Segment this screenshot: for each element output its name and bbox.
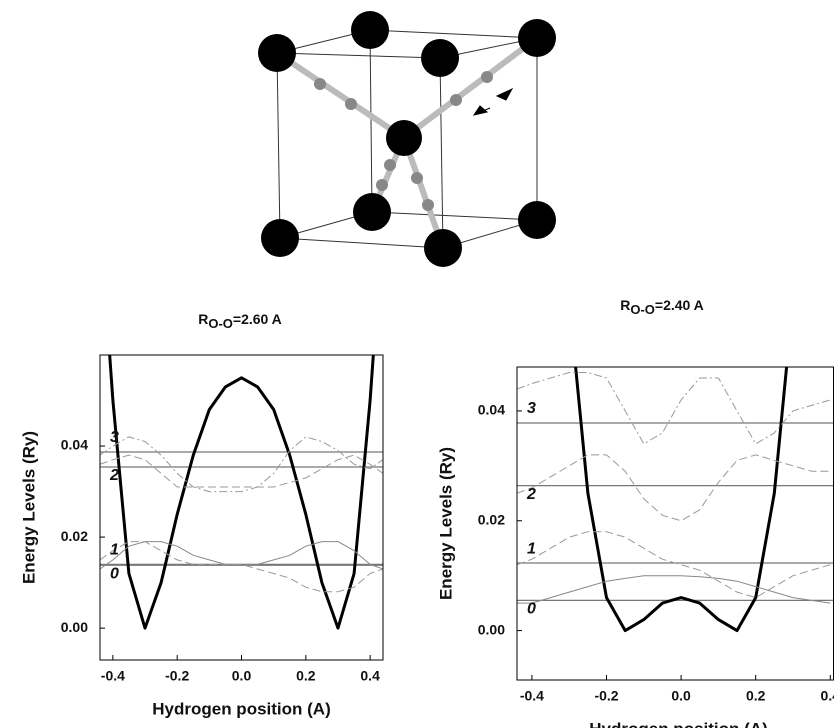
oxygen xyxy=(424,229,462,267)
x-tick-label: -0.4 xyxy=(520,688,544,704)
x-tick-label: 0.0 xyxy=(232,668,252,684)
cube-edge xyxy=(440,58,443,248)
hydrogen xyxy=(345,98,357,110)
title-part: R xyxy=(620,297,630,313)
chart-title: RO-O=2.60 A xyxy=(198,311,282,332)
y-axis-label: Energy Levels (Ry) xyxy=(19,431,38,584)
hydrogen xyxy=(384,159,396,171)
y-axis-label: Energy Levels (Ry) xyxy=(436,447,455,600)
x-tick-label: 0.2 xyxy=(296,668,316,684)
oxygen xyxy=(353,193,391,231)
cube-edge xyxy=(277,53,280,238)
oxygen xyxy=(258,34,296,72)
bond xyxy=(277,53,404,138)
level-label: 3 xyxy=(110,429,119,446)
level-label: 1 xyxy=(110,542,119,559)
level-label: 0 xyxy=(110,566,119,583)
hydrogen xyxy=(314,78,326,90)
x-tick-label: -0.2 xyxy=(165,668,189,684)
y-tick-label: 0.02 xyxy=(61,528,88,544)
series-line xyxy=(517,0,830,631)
x-tick-label: 0.2 xyxy=(746,688,766,704)
y-tick-label: 0.04 xyxy=(478,402,505,418)
level-label: 0 xyxy=(527,601,536,618)
oxygen xyxy=(261,219,299,257)
y-tick-label: 0.04 xyxy=(61,437,88,453)
hydrogen xyxy=(481,71,493,83)
level-label: 2 xyxy=(109,467,119,484)
hydrogen xyxy=(450,94,462,106)
series-line xyxy=(100,218,383,628)
y-tick-label: 0.00 xyxy=(478,621,505,637)
oxygen xyxy=(386,120,422,156)
plot-area xyxy=(100,218,383,628)
x-axis-label: Hydrogen position (A) xyxy=(152,699,330,718)
arrow xyxy=(497,89,512,100)
oxygen xyxy=(518,201,556,239)
x-tick-label: 0.0 xyxy=(671,688,691,704)
oxygen xyxy=(518,19,556,57)
x-tick-label: 0.4 xyxy=(360,668,380,684)
x-axis-label: Hydrogen position (A) xyxy=(589,719,767,728)
hydrogen xyxy=(411,172,423,184)
x-tick-label: 0.4 xyxy=(821,688,834,704)
series-line xyxy=(100,437,383,492)
level-label: 3 xyxy=(527,400,536,417)
y-tick-label: 0.00 xyxy=(61,619,88,635)
series-line xyxy=(517,455,830,521)
cube-top xyxy=(277,30,537,58)
arrows xyxy=(474,89,512,115)
figure: RO-O=2.60 AHydrogen position (A)Energy L… xyxy=(0,0,834,728)
plot-frame xyxy=(517,367,834,680)
title-subscript: O-O xyxy=(208,316,233,331)
chart-title: RO-O=2.40 A xyxy=(620,297,704,318)
y-tick-label: 0.02 xyxy=(478,511,505,527)
plot-area xyxy=(517,0,834,631)
series-line xyxy=(100,455,383,487)
series-line xyxy=(517,532,830,598)
hydrogen xyxy=(376,179,388,191)
title-part: =2.60 A xyxy=(233,311,282,327)
level-label: 1 xyxy=(527,540,536,557)
crystal-diagram xyxy=(258,11,556,267)
hydrogen xyxy=(422,199,434,211)
title-part: R xyxy=(198,311,208,327)
title-subscript: O-O xyxy=(630,302,655,317)
chart: RO-O=2.60 A Hydrogen position (A) Energy L… xyxy=(19,218,383,718)
title-part: =2.40 A xyxy=(655,297,704,313)
x-tick-label: -0.4 xyxy=(101,668,125,684)
oxygen xyxy=(421,39,459,77)
cube-bottom xyxy=(280,212,537,248)
oxygens xyxy=(258,11,556,267)
level-label: 2 xyxy=(526,486,536,503)
series-line xyxy=(100,542,383,592)
cube-edge xyxy=(370,30,372,212)
chart: RO-O=2.40 A Hydrogen position (A) Energy L… xyxy=(436,0,834,728)
x-tick-label: -0.2 xyxy=(594,688,618,704)
oxygen xyxy=(351,11,389,49)
